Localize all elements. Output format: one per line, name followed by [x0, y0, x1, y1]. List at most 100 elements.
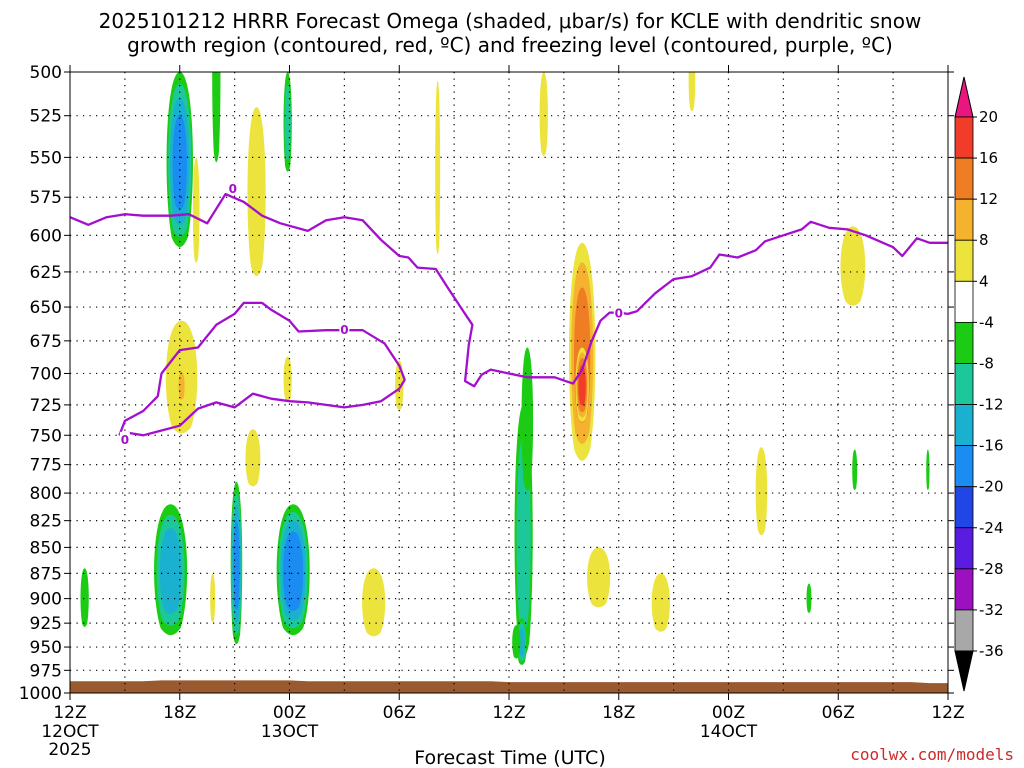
omega-shade-neg-12: [159, 528, 182, 614]
x-tick-label-time: 12Z: [931, 703, 964, 723]
omega-feature-uplift-11z: [926, 449, 930, 491]
omega-shade-neg-12: [518, 627, 525, 657]
y-tick-label: 950: [30, 638, 62, 658]
omega-shade-pos-4: [688, 72, 696, 112]
omega-shade-neg-4: [521, 347, 534, 491]
y-tick-label: 600: [30, 226, 62, 246]
x-tick-label-time: 12Z: [492, 703, 525, 723]
colorbar-bin: [954, 404, 974, 447]
omega-shade-pos-4: [587, 547, 611, 608]
x-tick-label-date: 14OCT: [700, 722, 758, 742]
y-tick-label: 700: [30, 364, 62, 384]
colorbar-tick-label: 16: [979, 149, 998, 167]
x-tick-label-time: 06Z: [383, 703, 416, 723]
omega-feature-sink-02z: [755, 447, 768, 536]
x-tick-label-date: 13OCT: [261, 722, 319, 742]
x-tick-label-year: 2025: [48, 740, 91, 760]
colorbar-tick-label: -12: [979, 396, 1004, 414]
surface-terrain: [70, 680, 948, 693]
omega-feature-uplift-18z-lower: [154, 504, 188, 636]
chart-title-line-2: growth region (contoured, red, ºC) and f…: [127, 33, 893, 57]
omega-feature-uplift-04z: [806, 583, 812, 613]
x-tick-label-time: 00Z: [712, 703, 745, 723]
colorbar-tick-label: 20: [979, 108, 998, 126]
omega-feature-uplift-18z-upper: [166, 72, 193, 247]
freezing-level-label: 0: [615, 307, 623, 321]
omega-feature-sink-20z: [651, 573, 670, 632]
omega-shade-pos-4: [247, 107, 266, 276]
colorbar-tick-label: 8: [979, 231, 989, 249]
freezing-label-bg: [119, 431, 130, 445]
omega-feature-sink-22z: [245, 429, 261, 487]
omega-shading: [80, 72, 930, 665]
y-tick-label: 925: [30, 614, 62, 634]
omega-shade-pos-4: [192, 157, 200, 263]
y-tick-label: 875: [30, 564, 62, 584]
omega-shade-neg-16: [172, 114, 187, 210]
colorbar: 20 16 12 8 4 -4 -8 -12 -16 -20 -24 -28 -32 -36: [954, 76, 1004, 692]
omega-shade-pos-4: [245, 429, 261, 487]
y-tick-label: 975: [30, 661, 62, 681]
y-tick-label: 775: [30, 456, 62, 476]
omega-shade-neg-8: [284, 85, 291, 160]
omega-shade-pos-4: [362, 568, 386, 637]
colorbar-tick-label: -4: [979, 313, 994, 331]
colorbar-tick-label: 4: [979, 272, 989, 290]
y-tick-label: 525: [30, 107, 62, 127]
y-tick-label: 850: [30, 538, 62, 558]
y-tick-label: 800: [30, 484, 62, 504]
colorbar-top-arrow: [954, 76, 974, 118]
omega-shade-pos-4: [210, 573, 216, 623]
omega-shade-neg-4: [806, 583, 812, 613]
omega-feature-sink-14z: [539, 72, 548, 156]
y-tick-label: 625: [30, 263, 62, 283]
y-tick-label: 900: [30, 590, 62, 610]
colorbar-tick-label: -28: [979, 560, 1004, 578]
pressure-axis: 500 525 550 575 600 625 650 675 700 725 750 775 800 8…: [19, 63, 954, 704]
omega-shade-neg-4: [852, 449, 858, 491]
omega-feature-sink-16z: [587, 547, 611, 608]
plot-area: 0 0 0 0: [69, 71, 949, 694]
colorbar-bin: [954, 239, 974, 282]
freezing-level-label: 0: [121, 433, 129, 447]
omega-shade-pos-4: [651, 573, 670, 632]
x-tick-label-time: 00Z: [273, 703, 306, 723]
colorbar-bin: [954, 568, 974, 611]
gridlines: [70, 72, 948, 693]
colorbar-tick-label: -20: [979, 478, 1004, 496]
omega-feature-uplift-13z-extend: [521, 347, 534, 491]
omega-feature-uplift-13z-upper: [512, 625, 521, 659]
y-tick-label: 750: [30, 426, 62, 446]
y-tick-label: 1000: [19, 684, 62, 704]
colorbar-bin: [954, 445, 974, 488]
x-tick-label-date: 12OCT: [41, 722, 99, 742]
freezing-label-bg: [227, 180, 238, 194]
source-credit[interactable]: coolwx.com/models: [850, 745, 1014, 764]
colorbar-bin: [954, 280, 974, 323]
omega-shade-pos-4: [435, 80, 441, 255]
y-tick-label: 675: [30, 332, 62, 352]
omega-shade-neg-16: [283, 531, 304, 611]
chart-title-line-1: 2025101212 HRRR Forecast Omega (shaded, …: [99, 9, 922, 33]
colorbar-tick-label: -24: [979, 519, 1004, 537]
omega-shade-pos-4: [283, 356, 292, 402]
freezing-label-bg: [339, 321, 350, 335]
y-tick-label: 575: [30, 188, 62, 208]
surface-fill: [70, 680, 948, 693]
omega-feature-uplift-14z: [80, 568, 89, 627]
omega-shade-pos-4: [840, 226, 866, 306]
omega-shade-pos-16: [578, 365, 586, 406]
colorbar-tick-label: -16: [979, 437, 1004, 455]
omega-shade-neg-4: [80, 568, 89, 627]
omega-feature-sink-21z: [688, 72, 696, 112]
x-tick-label-time: 18Z: [602, 703, 635, 723]
colorbar-bin: [954, 198, 974, 241]
freezing-level-loop: [118, 301, 406, 437]
x-axis-label: Forecast Time (UTC): [414, 747, 605, 768]
omega-feature-sink-18z-core: [177, 367, 186, 405]
x-tick-label-time: 06Z: [822, 703, 855, 723]
colorbar-bin: [954, 363, 974, 405]
colorbar-tick-label: -8: [979, 354, 994, 372]
